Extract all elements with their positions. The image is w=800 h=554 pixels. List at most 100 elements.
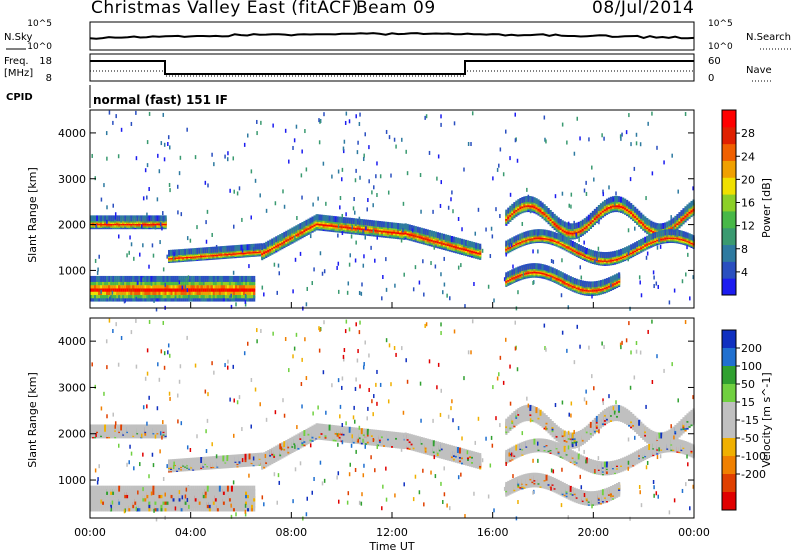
- power-cell: [126, 289, 129, 296]
- power-cell: [148, 275, 151, 282]
- power-speck: [109, 296, 111, 301]
- power-cell: [650, 220, 653, 227]
- power-cell: [595, 251, 599, 258]
- power-cell: [626, 246, 629, 253]
- power-cell: [158, 275, 161, 282]
- power-cell: [243, 279, 246, 286]
- velocity-cell: [228, 454, 231, 461]
- power-cell: [352, 218, 355, 225]
- power-cell: [253, 295, 256, 302]
- power-speck: [194, 155, 197, 160]
- power-speck: [169, 188, 171, 193]
- power-cell: [249, 275, 252, 282]
- power-cell: [126, 282, 129, 289]
- power-cell: [168, 249, 171, 256]
- power-cell: [174, 289, 177, 296]
- power-cell: [295, 225, 298, 232]
- power-cell: [176, 289, 179, 296]
- power-cell: [112, 289, 115, 296]
- velocity-cell: [316, 423, 319, 430]
- power-cell: [106, 289, 109, 296]
- power-cell: [188, 285, 191, 292]
- power-cell: [202, 295, 205, 302]
- power-cell: [164, 279, 167, 286]
- power-cell: [666, 229, 669, 236]
- power-speck: [117, 234, 120, 239]
- power-speck: [509, 192, 512, 197]
- power-speck: [522, 272, 525, 277]
- nave-bottom-tick: 0: [708, 73, 714, 84]
- power-cell: [224, 295, 228, 302]
- power-cell: [196, 285, 199, 292]
- power-cell: [406, 223, 409, 230]
- power-cell: [218, 295, 222, 302]
- power-cell: [112, 279, 115, 286]
- power-cell: [670, 219, 673, 226]
- power-cell: [243, 292, 246, 299]
- power-cell: [533, 197, 536, 204]
- power-speck: [177, 210, 179, 215]
- power-cell: [126, 215, 129, 222]
- power-cell: [122, 215, 125, 222]
- power-cell: [601, 201, 605, 208]
- velocity-cell: [202, 456, 205, 463]
- velocity-cell: [110, 424, 113, 431]
- power-cell: [148, 285, 151, 292]
- power-speck: [498, 163, 500, 168]
- power-cell: [220, 279, 224, 286]
- power-cell: [148, 289, 151, 296]
- power-cell: [138, 275, 141, 282]
- power-speck: [284, 128, 287, 133]
- power-cell: [640, 238, 643, 245]
- power-speck: [671, 153, 673, 158]
- power-cell: [533, 229, 536, 236]
- power-cell: [251, 295, 254, 302]
- power-cell: [680, 210, 683, 217]
- power-speck: [601, 133, 603, 138]
- power-cell: [591, 250, 595, 257]
- power-speck: [640, 293, 643, 298]
- power-cell: [128, 292, 131, 299]
- power-cell: [206, 275, 209, 282]
- power-cell: [228, 285, 232, 292]
- power-cell: [92, 285, 95, 292]
- power-cell: [263, 242, 266, 249]
- power-cell: [198, 247, 201, 254]
- power-speck: [140, 224, 143, 229]
- power-speck: [406, 171, 409, 176]
- power-cell: [128, 289, 131, 296]
- power-cell: [220, 285, 224, 292]
- power-speck: [319, 119, 321, 124]
- power-speck: [381, 296, 383, 301]
- power-cell: [330, 215, 333, 222]
- power-cell: [224, 282, 228, 289]
- power-cell: [519, 233, 522, 240]
- power-cell: [140, 275, 143, 282]
- power-cell: [236, 292, 240, 299]
- power-cell: [511, 203, 514, 210]
- power-cell: [456, 237, 460, 244]
- power-cell: [120, 289, 123, 296]
- power-speck: [367, 198, 369, 203]
- velocity-cell: [194, 457, 197, 464]
- power-cell: [114, 285, 117, 292]
- power-cell: [168, 279, 171, 286]
- power-cell: [204, 292, 207, 299]
- power-cell: [118, 279, 121, 286]
- power-cell: [245, 275, 248, 282]
- power-cell: [184, 279, 187, 286]
- power-speck: [545, 139, 547, 144]
- power-speck: [294, 257, 297, 262]
- power-cell: [541, 202, 544, 209]
- power-cell: [603, 200, 607, 207]
- power-cell: [126, 279, 129, 286]
- power-speck: [526, 187, 528, 192]
- power-colorbar-label: Power [dB]: [760, 178, 773, 238]
- power-speck: [645, 255, 648, 260]
- power-cell: [414, 226, 417, 233]
- velocity-cell: [285, 440, 288, 447]
- power-cell: [142, 279, 145, 286]
- power-cell: [615, 273, 619, 280]
- power-speck: [160, 141, 163, 146]
- power-cell: [134, 275, 137, 282]
